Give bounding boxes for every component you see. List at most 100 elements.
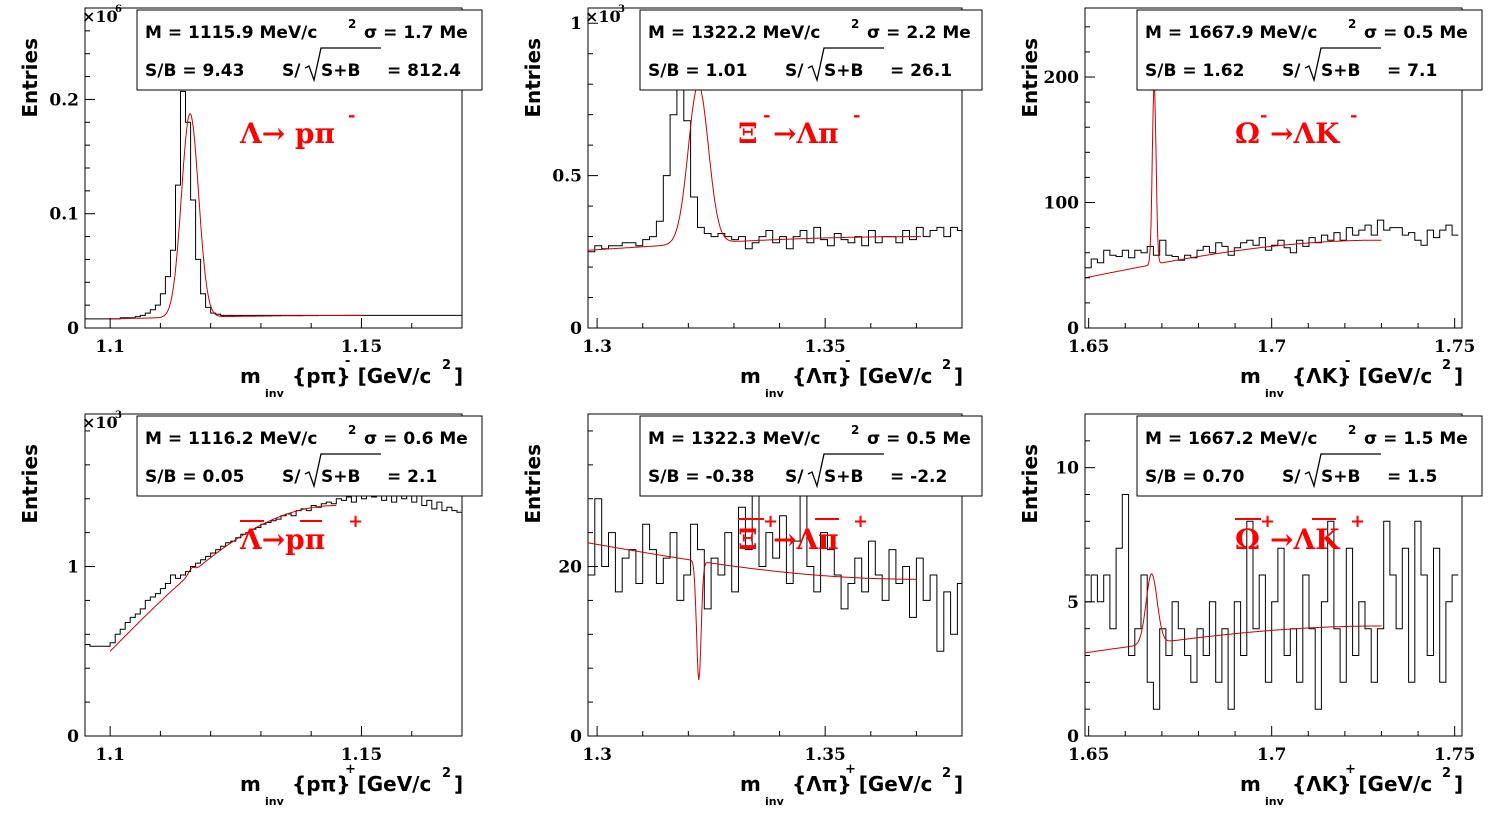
stats-significance-root: S+B bbox=[824, 467, 863, 487]
histogram-line bbox=[1085, 219, 1459, 269]
stats-sigma: σ = 0.5 Me bbox=[1364, 23, 1468, 43]
stats-box: M = 1116.2 MeV/c 2 σ = 0.6 Me S/B = 0.05 S/S… bbox=[136, 415, 483, 497]
y-multiplier-exponent: 3 bbox=[115, 410, 122, 421]
stats-sigma: σ = 0.5 Me bbox=[867, 429, 971, 449]
stats-box-frame bbox=[136, 415, 483, 497]
decay-products: →Λπ bbox=[773, 523, 839, 556]
stats-significance: = 812.4 bbox=[387, 61, 461, 81]
x-axis-title-charge: + bbox=[845, 762, 856, 777]
decay-mother: Ω bbox=[1235, 523, 1260, 556]
x-axis-title-rest: {Λπ} [GeV/c bbox=[792, 772, 933, 796]
y-tick-label: 0.2 bbox=[49, 90, 79, 110]
x-axis-title-power: 2 bbox=[442, 766, 451, 781]
stats-box: M = 1667.2 MeV/c 2 σ = 1.5 Me S/B = 0.70 S/S… bbox=[1136, 415, 1483, 497]
y-multiplier-exponent: 3 bbox=[618, 4, 625, 15]
x-axis-title-main: m bbox=[240, 364, 261, 388]
decay-products-charge: + bbox=[1350, 511, 1365, 532]
x-axis-title-rest: {pπ} [GeV/c bbox=[292, 364, 431, 388]
x-axis-title-sub: inv bbox=[765, 795, 785, 808]
stats-significance: = 1.5 bbox=[1387, 467, 1437, 487]
x-tick-label: 1.75 bbox=[1434, 745, 1475, 765]
stats-significance-prefix: S/ bbox=[1282, 467, 1301, 487]
sqrt-sign bbox=[304, 453, 381, 489]
x-tick-label: 1.3 bbox=[582, 337, 612, 357]
y-axis-title: Entries bbox=[18, 444, 42, 524]
fit-curve bbox=[109, 505, 337, 652]
x-axis-title-main: m bbox=[740, 364, 761, 388]
x-axis-title-sub: inv bbox=[265, 795, 285, 808]
y-tick-label: 0.1 bbox=[49, 205, 79, 225]
stats-mass-power: 2 bbox=[348, 17, 356, 31]
x-axis-title-power: 2 bbox=[442, 358, 451, 373]
stats-significance-root: S+B bbox=[1321, 61, 1360, 81]
decay-charge: - bbox=[348, 105, 355, 126]
stats-mass: M = 1667.2 MeV/c bbox=[1145, 429, 1317, 449]
y-tick-label: 5 bbox=[1067, 593, 1079, 613]
y-tick-label: 1 bbox=[67, 558, 79, 578]
stats-mass: M = 1115.9 MeV/c bbox=[145, 23, 317, 43]
stats-significance: = -2.2 bbox=[890, 467, 947, 487]
fit-curve bbox=[1084, 83, 1382, 279]
sqrt-sign bbox=[1304, 47, 1381, 83]
stats-box: M = 1115.9 MeV/c 2 σ = 1.7 Me S/B = 9.43 S/S… bbox=[136, 9, 483, 91]
x-tick-label: 1.35 bbox=[804, 745, 845, 765]
decay-label: Λ→ pπ- bbox=[239, 105, 355, 150]
stats-significance-prefix: S/ bbox=[282, 467, 301, 487]
x-axis-title-main: m bbox=[740, 772, 761, 796]
sqrt-sign bbox=[1304, 453, 1381, 489]
x-axis-title-main: m bbox=[1240, 364, 1261, 388]
stats-significance-prefix: S/ bbox=[785, 467, 804, 487]
x-axis-title-sub: inv bbox=[765, 387, 785, 400]
decay-products: →ΛK bbox=[1270, 117, 1341, 150]
histogram-line bbox=[85, 90, 462, 320]
x-axis-title-close: ] bbox=[454, 364, 463, 388]
x-axis-title-charge: + bbox=[345, 762, 356, 777]
stats-significance-prefix: S/ bbox=[1282, 61, 1301, 81]
stats-box-frame bbox=[639, 9, 983, 91]
fit-curve bbox=[587, 84, 921, 251]
x-axis-title-close: ] bbox=[454, 772, 463, 796]
fit-curve bbox=[110, 113, 362, 320]
stats-mass-power: 2 bbox=[851, 17, 859, 31]
y-tick-label: 0 bbox=[1067, 727, 1079, 747]
x-axis-title-rest: {pπ} [GeV/c bbox=[292, 772, 431, 796]
x-axis-title-sub: inv bbox=[1265, 795, 1285, 808]
stats-box: M = 1322.2 MeV/c 2 σ = 2.2 Me S/B = 1.01 S/S… bbox=[639, 9, 983, 91]
decay-mother-charge: - bbox=[1260, 105, 1267, 126]
stats-significance-root: S+B bbox=[321, 61, 360, 81]
x-axis-title-charge: - bbox=[1345, 354, 1350, 369]
sqrt-sign bbox=[807, 47, 884, 83]
stats-sb: S/B = 9.43 bbox=[145, 61, 244, 81]
stats-significance-prefix: S/ bbox=[282, 61, 301, 81]
stats-mass: M = 1667.9 MeV/c bbox=[1145, 23, 1317, 43]
stats-box: M = 1322.3 MeV/c 2 σ = 0.5 Me S/B = -0.38 S/… bbox=[639, 415, 983, 497]
y-tick-label: 0 bbox=[67, 319, 79, 339]
x-tick-label: 1.1 bbox=[95, 337, 125, 357]
decay-label: Ξ-→Λπ- bbox=[738, 105, 860, 150]
stats-mass: M = 1116.2 MeV/c bbox=[145, 429, 317, 449]
x-tick-label: 1.65 bbox=[1068, 337, 1109, 357]
stats-mass: M = 1322.3 MeV/c bbox=[648, 429, 820, 449]
fit-curve bbox=[587, 542, 917, 680]
y-axis-title: Entries bbox=[1018, 38, 1042, 118]
x-tick-label: 1.7 bbox=[1257, 745, 1287, 765]
x-axis-title-rest: {ΛK} [GeV/c bbox=[1292, 364, 1432, 388]
histogram-line bbox=[588, 481, 962, 652]
x-tick-label: 1.75 bbox=[1434, 337, 1475, 357]
stats-sb: S/B = 1.62 bbox=[1145, 61, 1244, 81]
fit-curve bbox=[1084, 573, 1382, 654]
decay-products: →ΛK bbox=[1270, 523, 1341, 556]
x-axis-title-power: 2 bbox=[942, 766, 951, 781]
decay-mother-charge: + bbox=[763, 511, 778, 532]
stats-mass-power: 2 bbox=[348, 423, 356, 437]
stats-sigma: σ = 1.5 Me bbox=[1364, 429, 1468, 449]
y-axis-title: Entries bbox=[521, 444, 545, 524]
x-tick-label: 1.3 bbox=[582, 745, 612, 765]
x-axis-title-main: m bbox=[240, 772, 261, 796]
decay-label: Ω-→ΛK- bbox=[1235, 105, 1357, 150]
stats-sigma: σ = 1.7 Me bbox=[364, 23, 468, 43]
x-tick-label: 1.1 bbox=[95, 745, 125, 765]
